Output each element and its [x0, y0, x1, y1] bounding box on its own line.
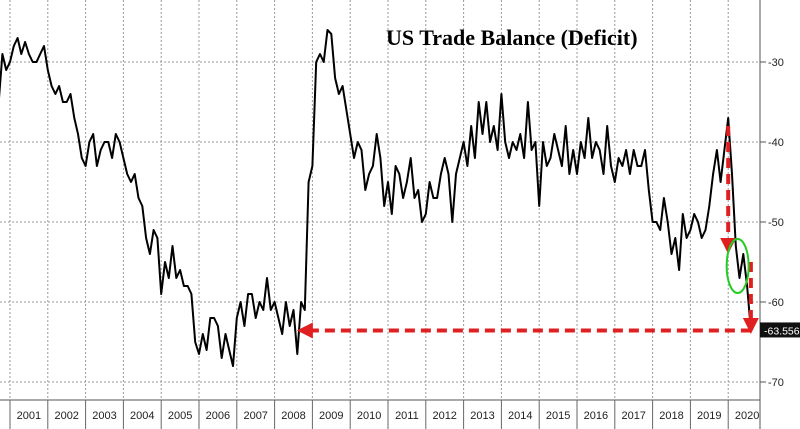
- x-tick-label: 2012: [432, 410, 456, 422]
- x-tick-label: 2004: [130, 410, 154, 422]
- x-tick-label: 2015: [546, 410, 570, 422]
- x-tick-label: 2001: [17, 410, 41, 422]
- x-tick-label: 2007: [243, 410, 267, 422]
- last-value-tag: -63.556: [760, 322, 800, 338]
- y-axis: -30 -40 -50 -60 -70: [759, 0, 784, 429]
- x-tick-label: 2005: [168, 410, 192, 422]
- y-tick-label: -70: [768, 377, 784, 389]
- x-tick-label: 2010: [357, 410, 381, 422]
- x-tick-label: 2013: [470, 410, 494, 422]
- plot-background: [0, 0, 760, 400]
- y-tick-label: -40: [768, 137, 784, 149]
- x-tick-label: 2014: [508, 410, 532, 422]
- x-tick-label: 2020: [735, 410, 759, 422]
- x-tick-label: 2008: [281, 410, 305, 422]
- y-tick-label: -60: [768, 297, 784, 309]
- last-value-tag-background: [760, 322, 800, 338]
- x-tick-label: 2016: [584, 410, 608, 422]
- x-tick-label: 2019: [697, 410, 721, 422]
- x-tick-label: 2009: [319, 410, 343, 422]
- x-tick-label: 2002: [54, 410, 78, 422]
- annotations: [296, 126, 759, 339]
- x-tick-label: 2003: [92, 410, 116, 422]
- last-value-label: -63.556: [764, 325, 800, 337]
- x-tick-label: 2011: [395, 410, 419, 422]
- x-tick-label: 2017: [621, 410, 645, 422]
- y-tick-label: -50: [768, 217, 784, 229]
- y-tick-label: -30: [768, 57, 784, 69]
- highlight-ellipse: [725, 238, 750, 294]
- series-line-trade-balance: [0, 29, 752, 367]
- x-tick-label: 2006: [206, 410, 230, 422]
- x-tick-label: 2018: [659, 410, 683, 422]
- x-axis: 2001 2002 2003 2004 2005 2006 2007 2008 2009 2010…: [0, 399, 760, 429]
- chart-title: US Trade Balance (Deficit): [386, 25, 638, 50]
